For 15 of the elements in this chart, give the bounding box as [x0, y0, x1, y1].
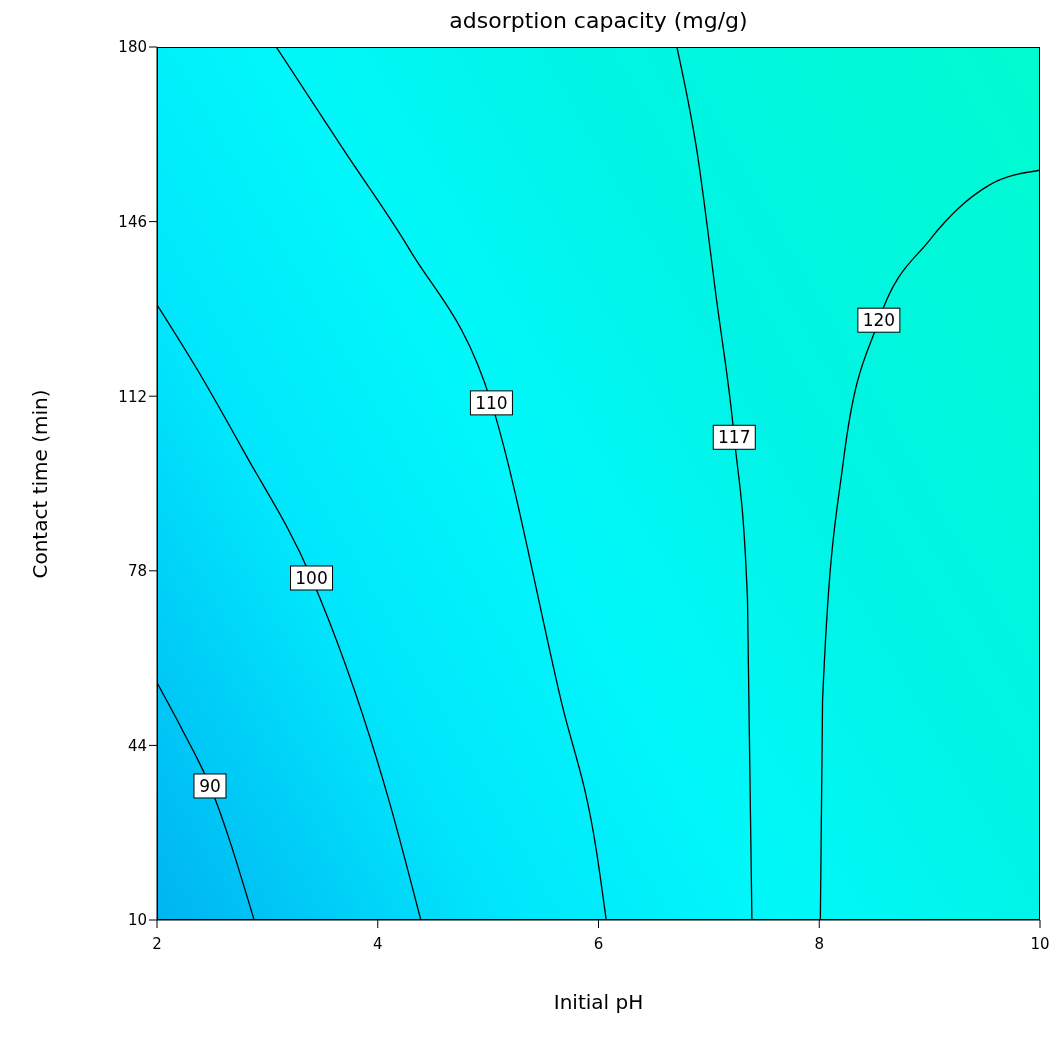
y-tick-label: 112 — [118, 387, 147, 406]
y-tick-label: 44 — [127, 736, 147, 755]
x-tick-label: 4 — [372, 934, 383, 953]
chart-title: adsorption capacity (mg/g) — [448, 8, 749, 33]
y-tick-label: 78 — [127, 562, 147, 581]
x-axis-title: Initial pH — [552, 990, 645, 1014]
x-tick-label: 8 — [814, 934, 825, 953]
y-axis-title: Contact time (min) — [28, 388, 52, 579]
y-tick-label: 146 — [118, 212, 147, 231]
y-tick-label: 180 — [118, 38, 147, 57]
x-tick-label: 10 — [1030, 934, 1050, 953]
x-tick-label: 6 — [593, 934, 604, 953]
series-label: 90 — [199, 775, 221, 796]
x-tick-label: 2 — [152, 934, 162, 953]
y-tick-label: 10 — [127, 911, 147, 930]
